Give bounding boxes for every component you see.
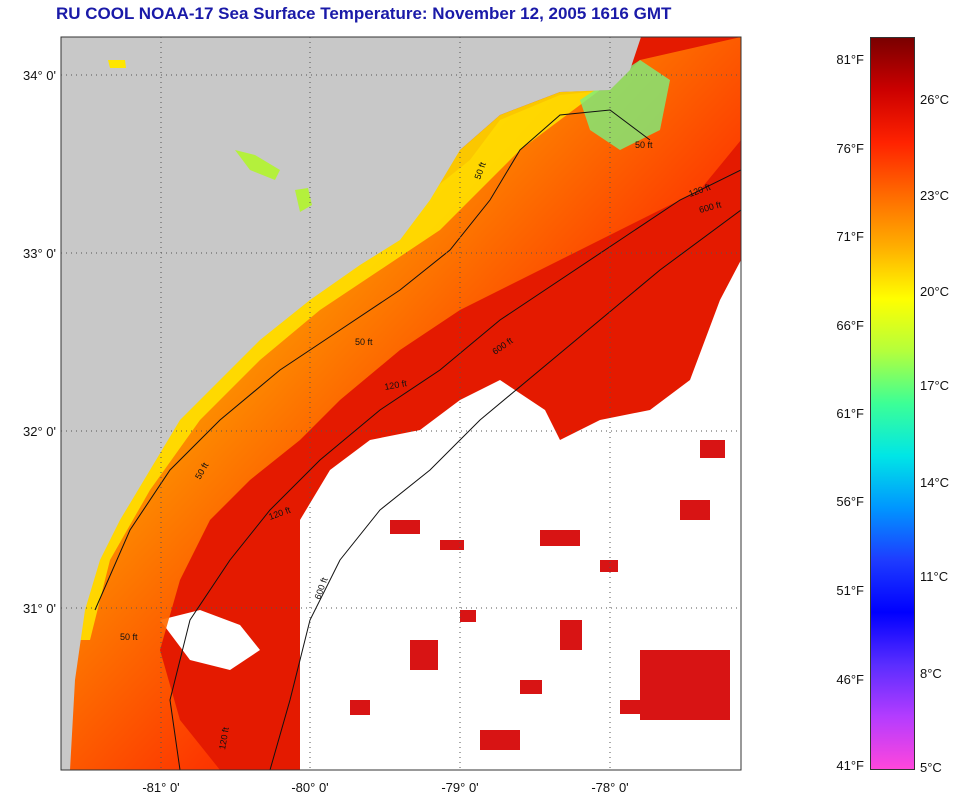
cloud-region [160,610,260,670]
colorbar-celsius-label: 8°C [920,666,942,681]
contour-label: 120 ft [217,726,231,750]
land [61,37,641,770]
contour-label: 120 ft [384,378,408,392]
contour-label: 50 ft [355,337,373,347]
latitude-label: 31° 0' [23,601,56,616]
colorbar-celsius-label: 17°C [920,378,950,393]
temperature-colorbar [870,37,915,770]
colorbar-fahrenheit-label: 71°F [836,229,864,244]
longitude-label: -80° 0' [291,780,328,795]
colorbar-celsius-label: 11°C [920,569,949,584]
colorbar-celsius-label: 14°C [920,475,950,490]
contour-label: 50 ft [120,632,138,642]
colorbar-fahrenheit-label: 41°F [836,758,864,773]
map-title: RU COOL NOAA-17 Sea Surface Temperature:… [56,4,672,23]
depth-contours [94,109,741,770]
colorbar-fahrenheit-label: 51°F [836,583,864,598]
warm-patches [350,440,730,750]
lake [235,150,280,180]
colorbar-fahrenheit-label: 76°F [836,141,864,156]
latitude-label: 32° 0' [23,424,56,439]
latitude-label: 34° 0' [23,68,56,83]
shelf-water [61,37,741,770]
latitude-label: 33° 0' [23,246,56,261]
lake [108,60,126,68]
colorbar-celsius-label: 20°C [920,284,950,299]
graticule [61,37,741,770]
colorbar-fahrenheit-label: 66°F [836,318,864,333]
colorbar-fahrenheit-label: 56°F [836,494,864,509]
longitude-label: -79° 0' [441,780,478,795]
contour-label: 50 ft [635,140,653,150]
colorbar-celsius-label: 5°C [920,760,942,775]
map-frame [60,36,742,771]
longitude-label: -81° 0' [142,780,179,795]
colorbar-fahrenheit-label: 46°F [836,672,864,687]
colorbar-fahrenheit-label: 81°F [836,52,864,67]
lake [295,188,312,212]
cool-water [580,60,670,150]
colorbar-celsius-label: 26°C [920,92,950,107]
longitude-label: -78° 0' [591,780,628,795]
colorbar-fahrenheit-label: 61°F [836,406,864,421]
colorbar-celsius-label: 23°C [920,188,950,203]
